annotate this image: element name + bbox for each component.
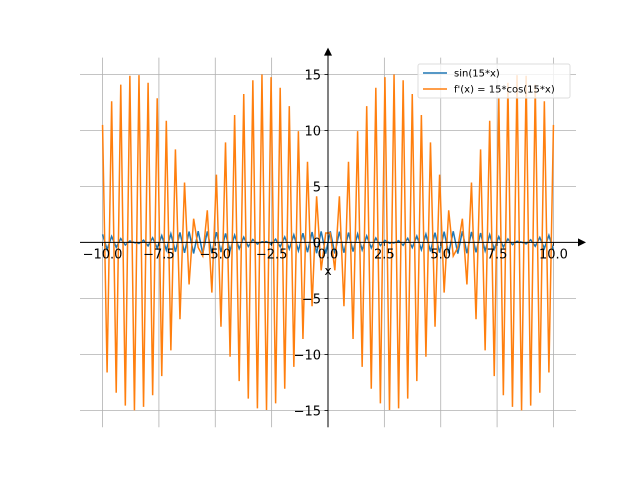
y-tick-label: 5 — [313, 180, 321, 195]
legend-label: sin(15*x) — [454, 69, 500, 80]
legend-label: f'(x) = 15*cos(15*x) — [454, 85, 555, 96]
y-axis-arrow-icon — [324, 47, 332, 56]
x-tick-label: 0.0 — [318, 247, 339, 262]
y-tick-label: 0 — [313, 236, 321, 251]
x-axis-arrow-icon — [578, 238, 586, 247]
x-tick-label: −2.5 — [256, 247, 288, 262]
y-tick-label: −10 — [294, 348, 321, 363]
y-tick-label: −15 — [294, 404, 321, 419]
legend-box — [417, 63, 571, 99]
x-tick-label: −10.0 — [83, 247, 123, 262]
x-tick-label: −5.0 — [199, 247, 231, 262]
y-tick-label: 15 — [304, 68, 321, 83]
x-tick-label: −7.5 — [143, 247, 175, 262]
x-axis-label: x — [324, 264, 331, 278]
tick-labels: −10.0 −7.5 −5.0 −2.5 0.0 2.5 5.0 7.5 10.0 −15 −10 −… — [83, 68, 568, 419]
x-tick-label: 10.0 — [539, 247, 568, 262]
y-tick-label: −5 — [302, 292, 321, 307]
x-tick-label: 7.5 — [487, 247, 508, 262]
x-tick-label: 5.0 — [430, 247, 451, 262]
y-tick-label: 10 — [304, 124, 321, 139]
legend: sin(15*x) f'(x) = 15*cos(15*x) — [417, 63, 571, 99]
axes — [80, 47, 586, 428]
x-tick-label: 2.5 — [374, 247, 395, 262]
